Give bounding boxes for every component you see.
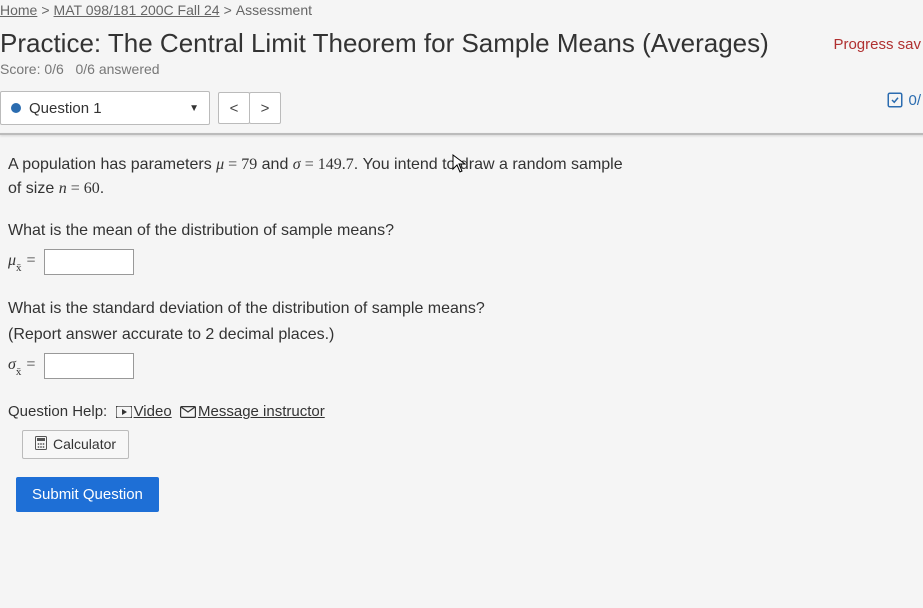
question-help: Question Help: Video Message instructor xyxy=(8,401,915,424)
caret-down-icon: ▼ xyxy=(189,103,199,114)
status-dot-icon xyxy=(11,103,21,113)
video-link[interactable]: Video xyxy=(134,403,172,420)
prev-question-button[interactable]: < xyxy=(218,92,250,124)
mu-xbar-label: μx̄ = xyxy=(8,249,36,275)
breadcrumb-sep: > xyxy=(224,2,232,18)
check-box-icon xyxy=(886,91,904,109)
sd-input[interactable] xyxy=(44,353,134,379)
sigma-xbar-label: σx̄ = xyxy=(8,353,36,379)
next-question-button[interactable]: > xyxy=(249,92,281,124)
progress-saved-label: Progress sav xyxy=(833,36,921,53)
answer-row-sd: σx̄ = xyxy=(8,353,915,379)
breadcrumb-course[interactable]: MAT 098/181 200C Fall 24 xyxy=(54,2,220,18)
breadcrumb: Home>MAT 098/181 200C Fall 24>Assessment xyxy=(0,0,923,22)
question-select[interactable]: Question 1 ▼ xyxy=(0,91,210,125)
submit-question-button[interactable]: Submit Question xyxy=(16,477,159,512)
breadcrumb-current: Assessment xyxy=(236,2,312,18)
mail-icon xyxy=(180,406,196,418)
calculator-icon xyxy=(35,436,47,453)
breadcrumb-home[interactable]: Home xyxy=(0,2,37,18)
mean-input[interactable] xyxy=(44,249,134,275)
calculator-button[interactable]: Calculator xyxy=(22,430,129,459)
attempts-badge[interactable]: 0/ xyxy=(886,91,921,109)
question-select-label: Question 1 xyxy=(29,100,189,117)
video-icon xyxy=(116,406,132,418)
score-line: Score: 0/6 0/6 answered xyxy=(0,61,923,91)
breadcrumb-sep: > xyxy=(41,2,49,18)
question-1-prompt: What is the mean of the distribution of … xyxy=(8,219,915,243)
question-intro: A population has parameters μ = 79 and σ… xyxy=(8,153,915,201)
question-nav: Question 1 ▼ < > 0/ xyxy=(0,91,923,135)
page-title: Practice: The Central Limit Theorem for … xyxy=(0,28,769,59)
answer-row-mean: μx̄ = xyxy=(8,249,915,275)
message-instructor-link[interactable]: Message instructor xyxy=(198,403,325,420)
question-2-prompt-a: What is the standard deviation of the di… xyxy=(8,297,915,321)
question-2-prompt-b: (Report answer accurate to 2 decimal pla… xyxy=(8,323,915,347)
question-content: A population has parameters μ = 79 and σ… xyxy=(0,153,923,512)
